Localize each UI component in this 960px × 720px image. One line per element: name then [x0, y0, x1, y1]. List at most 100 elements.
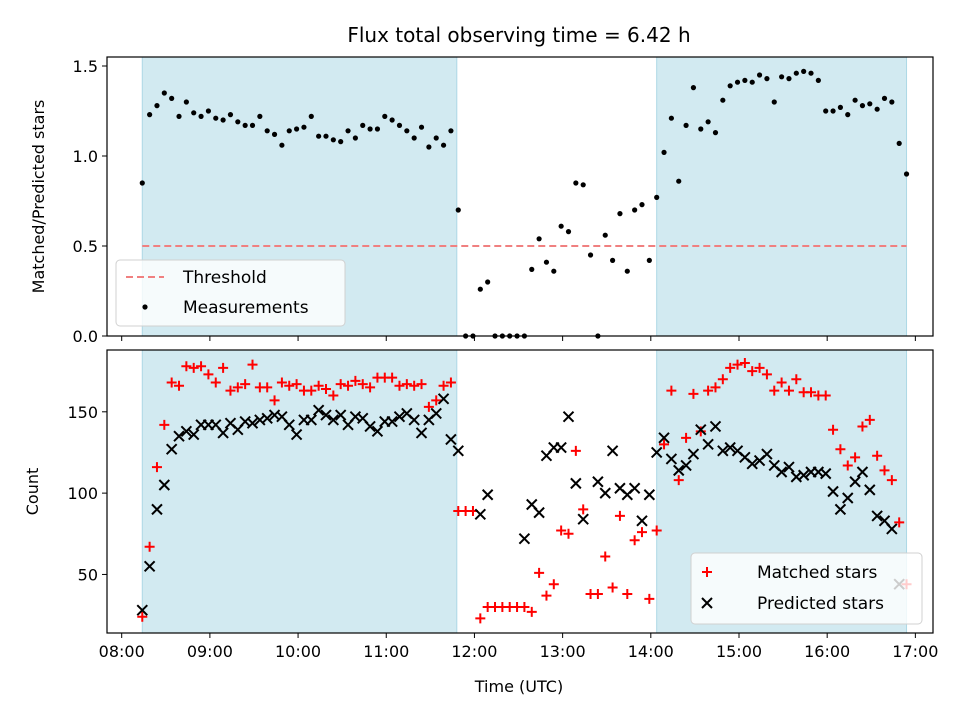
- matched-star-point: [137, 611, 148, 622]
- x-tick-label: 12:00: [451, 642, 497, 661]
- matched-star-point: [570, 445, 581, 456]
- y-axis-title: Count: [23, 468, 42, 516]
- predicted-star-point: [673, 464, 685, 477]
- measurement-point: [411, 135, 417, 141]
- legend-threshold-label: Threshold: [182, 268, 267, 288]
- predicted-star-point: [636, 515, 648, 527]
- x-tick-label: 08:00: [99, 642, 145, 661]
- measurement-point: [301, 124, 307, 130]
- measurement-point: [661, 149, 667, 155]
- predicted-star-point: [305, 414, 318, 426]
- measurement-point: [374, 126, 381, 132]
- predicted-star-point: [761, 448, 773, 460]
- measurement-point: [654, 194, 660, 200]
- measurement-point: [448, 128, 454, 134]
- x-tick-label: 14:00: [628, 642, 674, 661]
- predicted-star-point: [151, 503, 163, 516]
- predicted-star-point: [834, 503, 847, 516]
- predicted-star-point: [481, 489, 494, 501]
- measurement-point: [249, 122, 256, 128]
- observing-interval-shade: [656, 56, 908, 337]
- predicted-star-point: [628, 482, 641, 494]
- measurement-point: [683, 122, 689, 128]
- measurement-point: [536, 236, 542, 242]
- predicted-star-point: [518, 532, 531, 545]
- matched-star-point: [644, 593, 655, 604]
- matched-star-point: [166, 377, 177, 388]
- matched-star-point: [622, 588, 633, 599]
- predicted-star-point: [327, 414, 340, 426]
- chart-title: Flux total observing time = 6.42 h: [347, 23, 690, 47]
- matched-star-point: [791, 374, 802, 385]
- measurement-point: [426, 144, 432, 150]
- matched-star-point: [203, 369, 214, 380]
- observing-interval-shade: [141, 349, 458, 634]
- predicted-star-point: [606, 445, 619, 457]
- measurement-point: [286, 128, 292, 134]
- matched-star-point: [879, 465, 890, 476]
- matched-star-point: [894, 517, 905, 528]
- matched-star-point: [747, 366, 758, 377]
- matched-star-point: [306, 385, 317, 396]
- matched-star-point: [592, 588, 603, 599]
- measurement-point: [859, 103, 866, 109]
- matched-star-point: [240, 379, 251, 390]
- predicted-star-point: [261, 412, 273, 425]
- matched-star-point: [710, 382, 721, 393]
- measurement-point: [727, 83, 733, 89]
- predicted-star-point: [864, 484, 876, 496]
- predicted-star-point: [364, 420, 376, 433]
- legend-predicted-swatch: [701, 597, 713, 609]
- predicted-star-point: [334, 409, 347, 421]
- legend-matched-label: Matched stars: [757, 563, 877, 583]
- matched-star-point: [188, 362, 199, 373]
- measurement-point: [580, 182, 586, 188]
- measurement-point: [690, 85, 697, 91]
- matched-star-point: [409, 380, 420, 391]
- measurement-point: [565, 229, 572, 235]
- predicted-star-point: [827, 485, 839, 498]
- matched-star-point: [600, 551, 611, 562]
- measurement-point: [183, 99, 189, 105]
- measurement-point: [815, 77, 821, 83]
- x-tick-label: 15:00: [716, 642, 762, 661]
- matched-star-point: [335, 379, 346, 390]
- axes-frame: [106, 56, 934, 337]
- measurement-point: [779, 74, 785, 80]
- measurement-point: [316, 133, 322, 139]
- y-tick-label: 50: [78, 565, 98, 584]
- measurement-point: [308, 113, 314, 119]
- measurement-point: [169, 95, 175, 101]
- matched-star-point: [783, 385, 794, 396]
- matched-star-point: [196, 361, 207, 372]
- measurement-point: [874, 106, 880, 112]
- measurement-point: [720, 97, 726, 103]
- measurement-point: [367, 126, 373, 132]
- measurement-point: [485, 279, 491, 285]
- measurement-point: [801, 68, 807, 74]
- measurement-point: [352, 135, 358, 141]
- measurement-point: [639, 202, 645, 208]
- measurement-point: [646, 257, 652, 263]
- predicted-star-point: [702, 438, 714, 451]
- predicted-star-point: [217, 427, 229, 439]
- predicted-star-point: [695, 423, 707, 436]
- matched-star-point: [717, 374, 728, 385]
- predicted-star-point: [665, 453, 678, 465]
- predicted-star-point: [849, 476, 861, 488]
- measurement-point: [889, 99, 895, 105]
- measurement-point: [154, 103, 160, 109]
- measurement-point: [418, 124, 425, 130]
- predicted-star-point: [658, 432, 670, 444]
- matched-star-point: [218, 362, 229, 373]
- measurement-point: [705, 119, 711, 125]
- matched-star-point: [820, 390, 831, 401]
- matched-star-point: [666, 385, 677, 396]
- measurement-point: [396, 122, 403, 128]
- measurement-point: [771, 99, 777, 105]
- y-tick-label: 0.0: [73, 327, 98, 346]
- measurement-point: [617, 211, 623, 217]
- measurement-point: [213, 115, 219, 121]
- series-plus: [137, 358, 912, 624]
- series-dot: [139, 68, 910, 339]
